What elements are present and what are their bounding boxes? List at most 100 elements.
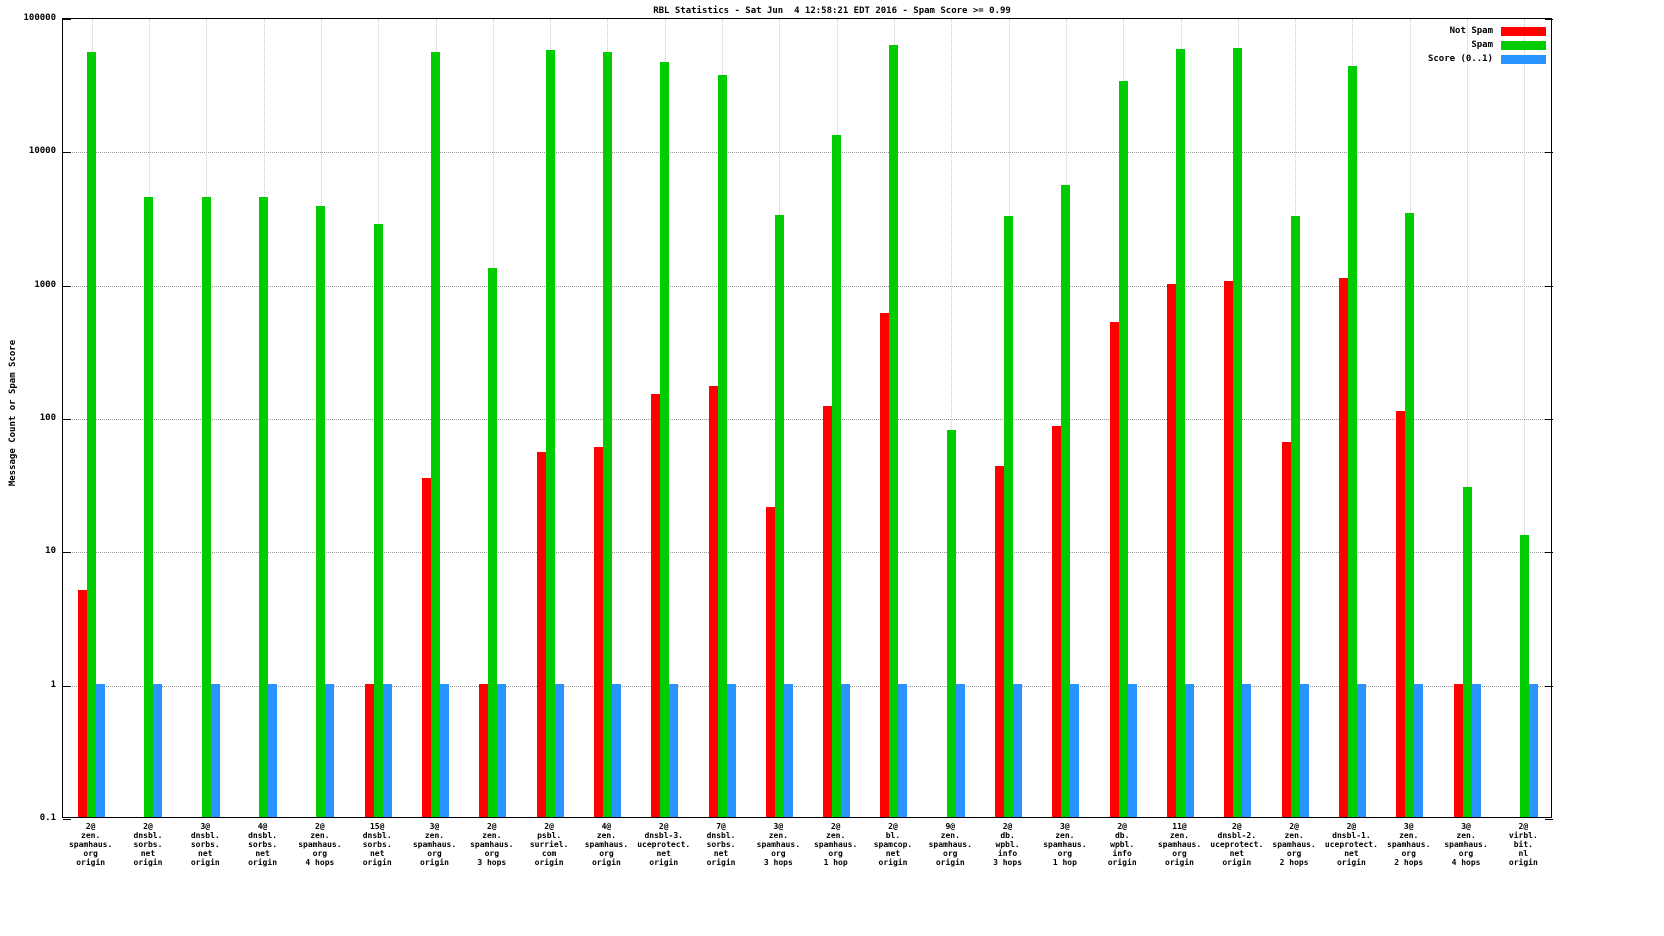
x-tick-label: 2@ dnsbl-2. uceprotect. net origin (1210, 822, 1264, 867)
bar-score (210, 683, 220, 817)
x-tick-label: 3@ zen. spamhaus. org origin (412, 822, 457, 867)
bar-score (1127, 683, 1137, 817)
bar-spam (889, 44, 899, 817)
bar-spam (201, 196, 211, 817)
bar-spam (431, 51, 440, 817)
x-tick-label: 2@ db. wpbl. info 3 hops (993, 822, 1023, 867)
bar-not-spam (78, 590, 88, 817)
bar-score (1356, 683, 1366, 817)
bar-score (726, 683, 736, 817)
axis-tick (1545, 285, 1553, 287)
x-tick-label: 2@ zen. spamhaus. org 1 hop (813, 822, 858, 867)
bar-spam (946, 429, 956, 817)
bar-score (1242, 683, 1252, 817)
y-tick-label: 1000 (34, 279, 56, 290)
y-tick-label: 100000 (23, 13, 56, 23)
bar-not-spam (1052, 426, 1062, 817)
bar-score (554, 683, 564, 817)
x-tick-label: 3@ zen. spamhaus. org 2 hops (1387, 822, 1431, 867)
axis-tick (1545, 419, 1553, 420)
axis-tick (63, 419, 71, 420)
bar-spam (1290, 216, 1300, 817)
bar-score (1528, 683, 1538, 817)
x-tick-label: 15@ dnsbl. sorbs. net origin (362, 822, 392, 867)
x-tick-label: 3@ zen. spamhaus. org 3 hops (756, 822, 801, 867)
bar-spam (1519, 535, 1529, 817)
axis-tick (63, 685, 71, 687)
bar-score (841, 683, 851, 817)
legend-swatch-not-spam (1501, 26, 1546, 36)
bar-not-spam (880, 313, 890, 817)
gridline-vertical (1467, 19, 1469, 817)
bar-score (669, 683, 679, 817)
x-tick-label: 2@ zen. spamhaus. org 4 hops (298, 822, 342, 867)
bar-spam (660, 61, 670, 817)
bar-spam (1004, 216, 1014, 817)
x-tick-label: 2@ bl. spamcop. net origin (873, 822, 913, 867)
bar-not-spam (1281, 441, 1291, 817)
axis-tick (63, 285, 71, 287)
bar-spam (1347, 65, 1357, 817)
bar-score (440, 683, 449, 817)
bar-score (1013, 683, 1023, 817)
x-tick-label: 2@ psbl. surriel. com origin (529, 822, 569, 867)
bar-spam (1462, 486, 1472, 817)
bar-spam (1233, 47, 1243, 817)
bar-spam (1061, 184, 1071, 817)
bar-score (1414, 683, 1424, 817)
legend-swatch-score (1501, 54, 1546, 64)
bar-spam (1405, 212, 1415, 817)
bar-score (898, 683, 908, 817)
bar-spam (545, 49, 555, 817)
bar-not-spam (765, 507, 775, 817)
x-tick-label: 3@ zen. spamhaus. org 4 hops (1444, 822, 1488, 867)
bar-spam (1176, 48, 1185, 817)
bar-score (153, 683, 163, 817)
bar-not-spam (1396, 411, 1406, 817)
axis-tick (63, 19, 71, 20)
bar-spam (144, 196, 154, 817)
bar-not-spam (422, 477, 431, 817)
legend-label-spam: Spam (1471, 40, 1493, 50)
bar-score (268, 683, 278, 817)
axis-tick (1545, 152, 1553, 154)
bar-spam (832, 135, 842, 817)
bar-spam (774, 214, 784, 817)
bar-spam (717, 74, 727, 817)
bar-spam (488, 268, 498, 817)
gridline-vertical (951, 19, 953, 817)
bar-score (1471, 683, 1481, 817)
legend-item-spam: Spam (1428, 38, 1546, 52)
bar-not-spam (651, 393, 661, 817)
x-tick-label: 2@ dnsbl-3. uceprotect. net origin (637, 822, 691, 867)
bar-not-spam (1453, 683, 1463, 817)
axis-tick (1545, 819, 1553, 820)
bar-not-spam (479, 683, 489, 817)
gridline-horizontal (63, 685, 1551, 687)
bar-spam (373, 224, 383, 817)
bar-not-spam (823, 406, 833, 817)
bar-score (1299, 683, 1309, 817)
gridline-horizontal (63, 552, 1551, 554)
x-tick-label: 2@ zen. spamhaus. org origin (68, 822, 113, 867)
bar-score (325, 683, 335, 817)
axis-tick (63, 152, 71, 154)
x-tick-label: 4@ zen. spamhaus. org origin (584, 822, 629, 867)
legend-item-score: Score (0..1) (1428, 52, 1546, 66)
bar-spam (602, 51, 612, 817)
x-tick-label: 4@ dnsbl. sorbs. net origin (248, 822, 278, 867)
gridline-vertical (1524, 19, 1526, 817)
axis-tick (63, 552, 71, 554)
x-tick-label: 2@ zen. spamhaus. org 3 hops (470, 822, 514, 867)
bar-score (382, 683, 392, 817)
bar-score (497, 683, 507, 817)
bar-not-spam (364, 683, 374, 817)
bar-not-spam (536, 451, 546, 817)
x-tick-label: 2@ db. wpbl. info origin (1107, 822, 1137, 867)
axis-tick (1545, 19, 1553, 20)
legend-swatch-spam (1501, 40, 1546, 50)
bar-score (611, 683, 621, 817)
x-tick-label: 3@ dnsbl. sorbs. net origin (190, 822, 220, 867)
bar-not-spam (1338, 278, 1348, 817)
legend-label-score: Score (0..1) (1427, 54, 1493, 64)
